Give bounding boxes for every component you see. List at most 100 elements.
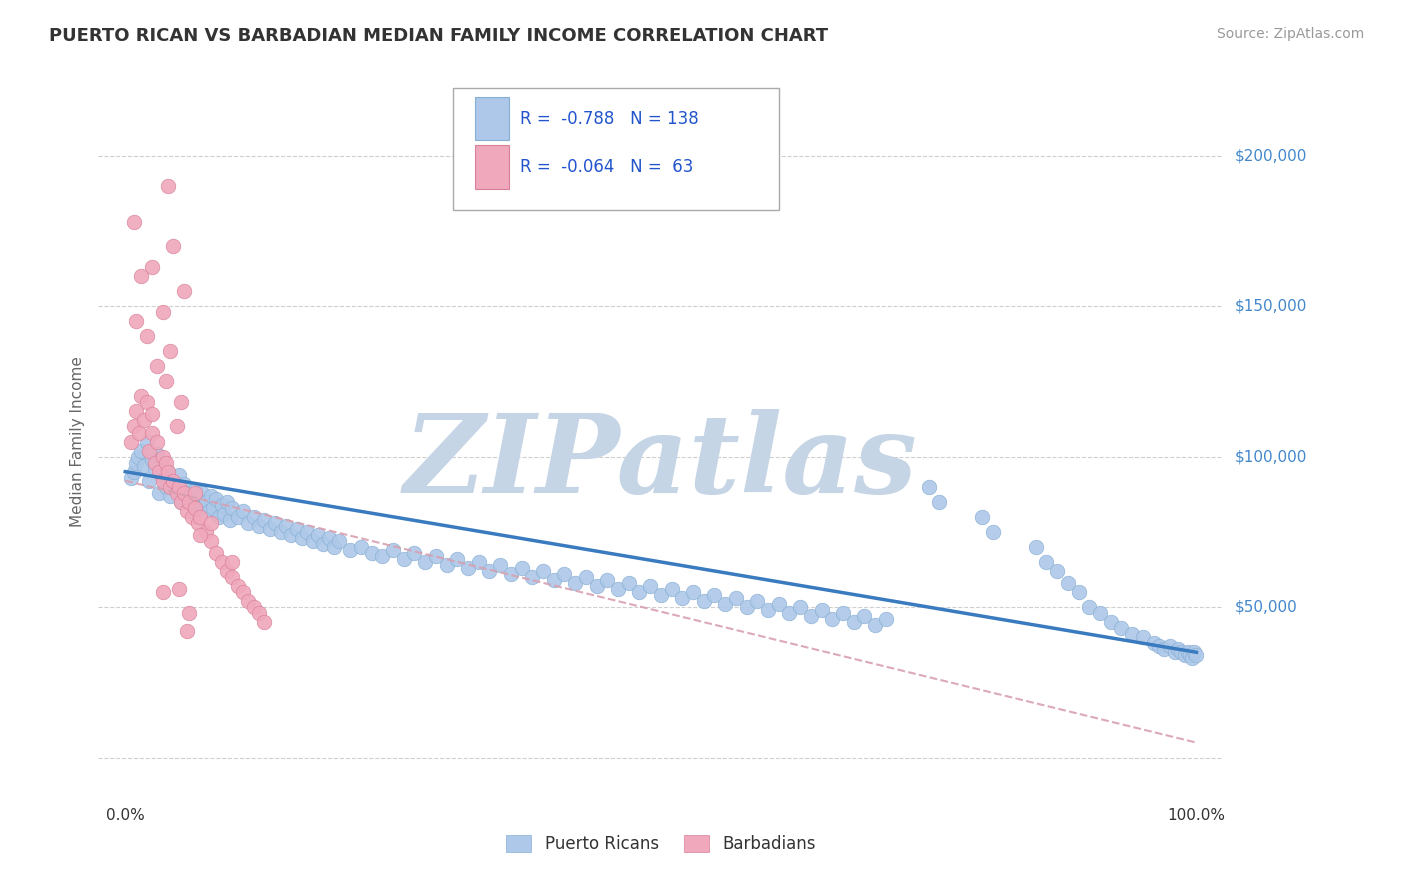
Point	[200, 489, 222, 503]
Point	[155, 374, 177, 388]
Point	[274, 518, 297, 533]
Point	[382, 542, 405, 557]
Point	[162, 474, 184, 488]
Point	[1057, 576, 1080, 591]
Point	[188, 500, 211, 515]
Point	[853, 609, 876, 624]
Point	[756, 603, 779, 617]
Point	[238, 516, 260, 530]
Point	[638, 579, 661, 593]
Point	[1067, 585, 1090, 599]
Point	[360, 546, 382, 560]
Point	[148, 465, 170, 479]
Point	[1182, 645, 1205, 659]
Point	[179, 606, 201, 620]
Point	[208, 509, 231, 524]
Point	[247, 606, 270, 620]
Point	[339, 542, 361, 557]
Point	[1132, 630, 1154, 644]
Point	[226, 509, 249, 524]
Point	[122, 215, 145, 229]
Point	[211, 498, 233, 512]
Point	[134, 458, 156, 473]
Point	[191, 485, 214, 500]
Point	[1046, 564, 1069, 578]
Text: $200,000: $200,000	[1234, 148, 1306, 163]
Point	[166, 419, 188, 434]
Point	[735, 600, 758, 615]
Text: Source: ZipAtlas.com: Source: ZipAtlas.com	[1216, 27, 1364, 41]
Point	[162, 239, 184, 253]
FancyBboxPatch shape	[453, 87, 779, 211]
Point	[180, 498, 202, 512]
Point	[167, 467, 190, 482]
Point	[425, 549, 447, 563]
Point	[134, 413, 156, 427]
Point	[188, 528, 211, 542]
Point	[129, 443, 152, 458]
Point	[152, 474, 174, 488]
Point	[1035, 555, 1057, 569]
Point	[205, 546, 228, 560]
Point	[148, 485, 170, 500]
Point	[1153, 642, 1175, 657]
Point	[628, 585, 651, 599]
Point	[617, 576, 640, 591]
Point	[155, 480, 177, 494]
Point	[253, 615, 276, 630]
Point	[170, 494, 193, 508]
Point	[1078, 600, 1101, 615]
Text: $150,000: $150,000	[1234, 299, 1306, 314]
Point	[972, 509, 994, 524]
Point	[215, 494, 238, 508]
Point	[543, 573, 565, 587]
Point	[253, 513, 276, 527]
Point	[138, 443, 160, 458]
Point	[917, 480, 939, 494]
Point	[135, 329, 157, 343]
Point	[212, 507, 235, 521]
Point	[152, 450, 174, 464]
Point	[800, 609, 823, 624]
Point	[264, 516, 287, 530]
Point	[522, 570, 544, 584]
Point	[413, 555, 436, 569]
Point	[875, 612, 897, 626]
Point	[832, 606, 855, 620]
Point	[371, 549, 394, 563]
Point	[146, 446, 169, 460]
Point	[1088, 606, 1111, 620]
Point	[152, 305, 174, 319]
Point	[232, 585, 254, 599]
Y-axis label: Median Family Income: Median Family Income	[70, 356, 86, 527]
Point	[270, 524, 292, 539]
Point	[350, 540, 373, 554]
Legend: Puerto Ricans, Barbadians: Puerto Ricans, Barbadians	[499, 828, 823, 860]
Point	[173, 485, 195, 500]
Point	[607, 582, 630, 596]
Point	[197, 504, 219, 518]
Point	[215, 564, 238, 578]
Point	[141, 425, 163, 440]
Text: R =  -0.788   N = 138: R = -0.788 N = 138	[520, 110, 699, 128]
Text: PUERTO RICAN VS BARBADIAN MEDIAN FAMILY INCOME CORRELATION CHART: PUERTO RICAN VS BARBADIAN MEDIAN FAMILY …	[49, 27, 828, 45]
Point	[585, 579, 607, 593]
Point	[205, 491, 228, 506]
Point	[1177, 645, 1199, 659]
Point	[724, 591, 747, 606]
Point	[1147, 639, 1170, 653]
Point	[187, 491, 209, 506]
Point	[159, 480, 181, 494]
Point	[180, 509, 202, 524]
FancyBboxPatch shape	[475, 145, 509, 189]
Point	[176, 485, 198, 500]
Point	[184, 485, 207, 500]
Point	[489, 558, 512, 572]
Point	[173, 476, 195, 491]
Point	[157, 465, 180, 479]
Point	[143, 456, 166, 470]
Point	[692, 594, 714, 608]
Point	[184, 483, 207, 497]
Point	[259, 522, 281, 536]
Point	[1099, 615, 1122, 630]
